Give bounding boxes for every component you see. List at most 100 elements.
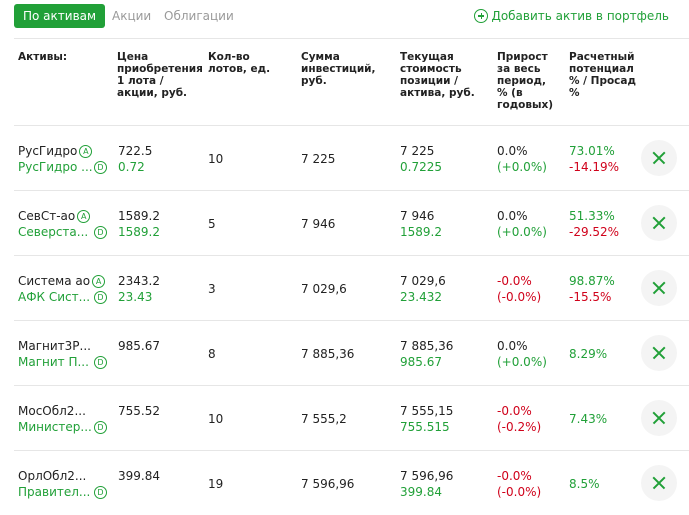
investment-sum: 7 596,96 bbox=[301, 477, 355, 491]
header-investment: Сумма инвестиций, руб. bbox=[301, 51, 376, 87]
purchase-price: 755.52 bbox=[118, 404, 160, 418]
table-row: СевСт-ао A Северста... D 1589.2 1589.2 5 7 946 7… bbox=[0, 191, 689, 256]
asset-name[interactable]: ОрлОбл2... bbox=[18, 468, 86, 484]
growth-annual: (-0.2%) bbox=[497, 420, 542, 434]
asset-name[interactable]: МосОбл2... bbox=[18, 403, 86, 419]
table-row: РусГидро A РусГидро ... D 722.5 0.72 10 7 225 7 … bbox=[0, 126, 689, 191]
asset-type-badge: A bbox=[92, 275, 106, 288]
table-row: Магнит3Р... Магнит П... D 985.67 8 7 885,36 7 … bbox=[0, 321, 689, 386]
table-row: ОрлОбл2... Правител... D 399.84 19 7 596,96 7 … bbox=[0, 451, 689, 515]
asset-full-name[interactable]: РусГидро ... bbox=[18, 160, 93, 174]
header-lots: Кол-во лотов, ед. bbox=[208, 51, 271, 75]
asset-ticker: ОрлОбл2... bbox=[18, 469, 87, 483]
potential-value: 73.01% bbox=[569, 144, 615, 158]
drawdown-value: -15.5% bbox=[569, 290, 612, 304]
potential-value: 51.33% bbox=[569, 209, 615, 223]
lots-count: 5 bbox=[208, 217, 216, 231]
asset-full-name[interactable]: Северста... bbox=[18, 225, 89, 239]
potential-value: 7.43% bbox=[569, 412, 608, 426]
table-row: Система ао A АФК Сист... D 2343.2 23.43 3 7 029… bbox=[0, 256, 689, 321]
current-value: 7 946 bbox=[400, 209, 435, 223]
growth-value: 0.0% bbox=[497, 339, 528, 353]
drawdown-value: -29.52% bbox=[569, 225, 620, 239]
table-row: МосОбл2... Министер... D 755.52 10 7 555,2 7 5… bbox=[0, 386, 689, 451]
asset-ticker: Система ао bbox=[18, 274, 91, 288]
asset-name[interactable]: Система ао A bbox=[18, 273, 106, 289]
remove-asset-button[interactable] bbox=[641, 400, 677, 436]
asset-ticker: Магнит3Р... bbox=[18, 339, 91, 353]
growth-value: -0.0% bbox=[497, 404, 532, 418]
purchase-price: 1589.2 bbox=[118, 209, 160, 223]
growth-value: -0.0% bbox=[497, 274, 532, 288]
remove-asset-button[interactable] bbox=[641, 205, 677, 241]
current-value: 7 555,15 bbox=[400, 404, 454, 418]
tab-by-assets[interactable]: По активам bbox=[14, 4, 106, 28]
add-asset-label: Добавить актив в портфель bbox=[491, 9, 669, 23]
row-divider bbox=[14, 385, 689, 386]
asset-full-name[interactable]: Магнит П... bbox=[18, 355, 89, 369]
potential-value: 98.87% bbox=[569, 274, 615, 288]
divider bbox=[14, 125, 689, 126]
header-potential: Расчетный потенциал % / Просад % bbox=[569, 51, 636, 99]
header-price: Цена приобретения 1 лота / акции, руб. bbox=[117, 51, 203, 99]
asset-name[interactable]: Магнит3Р... bbox=[18, 338, 91, 354]
growth-annual: (-0.0%) bbox=[497, 485, 542, 499]
asset-ticker: РусГидро bbox=[18, 144, 78, 158]
investment-sum: 7 555,2 bbox=[301, 412, 347, 426]
growth-value: 0.0% bbox=[497, 144, 528, 158]
current-value: 7 596,96 bbox=[400, 469, 454, 483]
current-value: 7 885,36 bbox=[400, 339, 454, 353]
dividend-badge: D bbox=[94, 356, 107, 369]
asset-type-badge: A bbox=[79, 145, 93, 158]
plus-circle-icon bbox=[474, 9, 489, 23]
asset-full-name[interactable]: АФК Сист... bbox=[18, 290, 91, 304]
remove-asset-button[interactable] bbox=[641, 140, 677, 176]
row-divider bbox=[14, 320, 689, 321]
purchase-price-unit: 0.72 bbox=[118, 160, 145, 174]
dividend-badge: D bbox=[94, 291, 107, 304]
asset-ticker: МосОбл2... bbox=[18, 404, 86, 418]
potential-value: 8.5% bbox=[569, 477, 600, 491]
current-value-unit: 985.67 bbox=[400, 355, 442, 369]
add-asset-button[interactable]: Добавить актив в портфель bbox=[474, 5, 669, 27]
row-divider bbox=[14, 190, 689, 191]
purchase-price: 985.67 bbox=[118, 339, 160, 353]
growth-annual: (+0.0%) bbox=[497, 160, 547, 174]
growth-value: 0.0% bbox=[497, 209, 528, 223]
row-divider bbox=[14, 450, 689, 451]
asset-full-name[interactable]: Правител... bbox=[18, 485, 91, 499]
lots-count: 10 bbox=[208, 152, 224, 166]
purchase-price-unit: 23.43 bbox=[118, 290, 153, 304]
asset-ticker: СевСт-ао bbox=[18, 209, 76, 223]
investment-sum: 7 225 bbox=[301, 152, 336, 166]
divider bbox=[14, 38, 689, 39]
drawdown-value: -14.19% bbox=[569, 160, 620, 174]
purchase-price-unit: 1589.2 bbox=[118, 225, 160, 239]
asset-full-name[interactable]: Министер... bbox=[18, 420, 92, 434]
tab-bonds[interactable]: Облигации bbox=[164, 9, 234, 23]
tab-stocks[interactable]: Акции bbox=[112, 9, 152, 23]
lots-count: 10 bbox=[208, 412, 224, 426]
current-value: 7 225 bbox=[400, 144, 435, 158]
growth-annual: (+0.0%) bbox=[497, 225, 547, 239]
growth-annual: (-0.0%) bbox=[497, 290, 542, 304]
row-divider bbox=[14, 255, 689, 256]
header-growth: Прирост за весь период, % (в годовых) bbox=[497, 51, 554, 111]
investment-sum: 7 885,36 bbox=[301, 347, 355, 361]
current-value-unit: 1589.2 bbox=[400, 225, 442, 239]
purchase-price: 722.5 bbox=[118, 144, 153, 158]
current-value-unit: 23.432 bbox=[400, 290, 442, 304]
top-bar: По активам Акции Облигации Добавить акти… bbox=[0, 0, 689, 30]
investment-sum: 7 946 bbox=[301, 217, 336, 231]
lots-count: 19 bbox=[208, 477, 224, 491]
growth-annual: (+0.0%) bbox=[497, 355, 547, 369]
header-asset: Активы: bbox=[18, 51, 68, 63]
asset-name[interactable]: СевСт-ао A bbox=[18, 208, 91, 224]
remove-asset-button[interactable] bbox=[641, 335, 677, 371]
dividend-badge: D bbox=[94, 486, 107, 499]
investment-sum: 7 029,6 bbox=[301, 282, 347, 296]
current-value-unit: 399.84 bbox=[400, 485, 442, 499]
remove-asset-button[interactable] bbox=[641, 465, 677, 501]
asset-name[interactable]: РусГидро A bbox=[18, 143, 93, 159]
remove-asset-button[interactable] bbox=[641, 270, 677, 306]
